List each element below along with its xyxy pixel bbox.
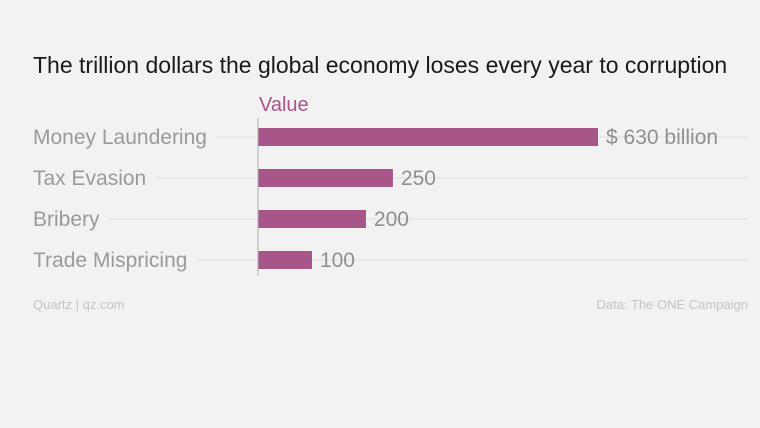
category-label: Bribery	[33, 208, 100, 231]
bar	[258, 128, 598, 146]
value-label: 200	[374, 208, 409, 231]
category-label: Money Laundering	[33, 126, 207, 149]
series-label: Value	[259, 94, 309, 116]
value-label: 250	[401, 167, 436, 190]
bar	[258, 169, 393, 187]
chart-title: The trillion dollars the global economy …	[33, 52, 728, 78]
value-label: $ 630 billion	[606, 126, 718, 149]
category-label: Trade Mispricing	[33, 249, 187, 272]
credit-text[interactable]: Quartz | qz.com	[33, 297, 125, 312]
value-label: 100	[320, 249, 355, 272]
bar	[258, 210, 366, 228]
bar	[258, 251, 312, 269]
category-label: Tax Evasion	[33, 167, 146, 190]
source-text: Data: The ONE Campaign	[596, 297, 749, 312]
